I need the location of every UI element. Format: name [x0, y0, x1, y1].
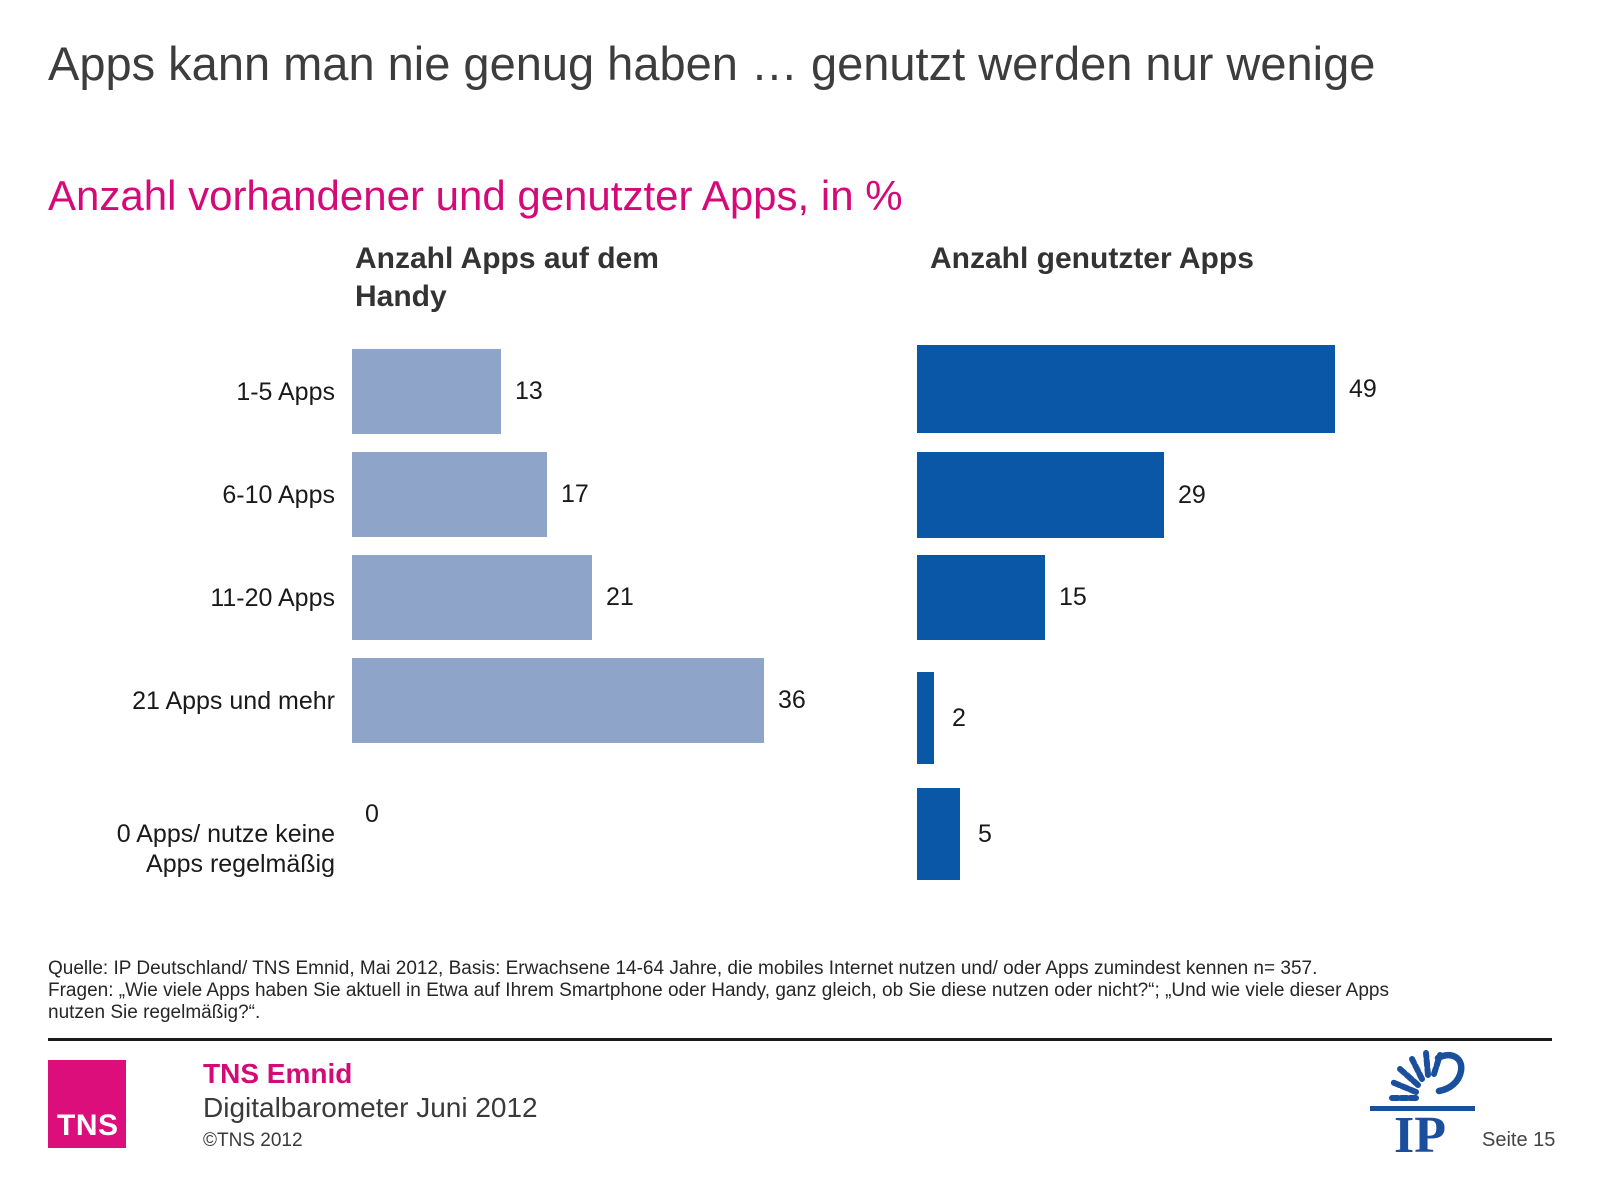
tns-logo-text: TNS	[57, 1109, 119, 1142]
category-label: 11-20 Apps	[210, 583, 335, 612]
value-label-left-2: 21	[606, 583, 634, 611]
bar-left-3	[352, 658, 764, 743]
value-label-left-0: 13	[515, 377, 543, 405]
ip-headdress-icon	[1387, 1050, 1443, 1101]
chart-title: Anzahl vorhandener und genutzter Apps, i…	[48, 172, 903, 219]
footnote-questions-cont: nutzen Sie regelmäßig?“.	[48, 1002, 261, 1023]
value-label-right-0: 49	[1349, 375, 1377, 403]
page-title: Apps kann man nie genug haben … genutzt …	[48, 37, 1376, 90]
footer-brand: TNS Emnid	[203, 1058, 353, 1089]
bar-left-1	[352, 452, 547, 537]
value-label-left-3: 36	[778, 686, 806, 714]
left-chart-header: Anzahl Apps auf dem Handy	[355, 242, 659, 313]
ip-logo-bar	[1370, 1106, 1475, 1111]
bar-right-0	[917, 345, 1335, 433]
page-number: Seite 15	[1482, 1129, 1556, 1151]
footnote-source: Quelle: IP Deutschland/ TNS Emnid, Mai 2…	[48, 958, 1318, 979]
footer-divider	[48, 1038, 1552, 1041]
category-label: 6-10 Apps	[222, 480, 335, 509]
category-label: 21 Apps und mehr	[132, 686, 335, 715]
bar-right-2	[917, 555, 1045, 640]
value-label-right-2: 15	[1059, 583, 1087, 611]
value-label-right-1: 29	[1178, 481, 1206, 509]
bar-left-2	[352, 555, 592, 640]
bar-right-4	[917, 788, 960, 880]
bar-right-1	[917, 452, 1164, 538]
footer-copyright: ©TNS 2012	[203, 1130, 303, 1151]
value-label-left-1: 17	[561, 480, 589, 508]
footnote-questions: Fragen: „Wie viele Apps haben Sie aktuel…	[48, 980, 1389, 1001]
ip-face-icon	[1434, 1052, 1465, 1095]
category-label: 0 Apps/ nutze keine Apps regelmäßig	[116, 820, 335, 878]
bar-left-0	[352, 349, 501, 434]
category-label: 1-5 Apps	[236, 377, 335, 406]
footer-product: Digitalbarometer Juni 2012	[203, 1092, 538, 1123]
bar-right-3	[917, 672, 934, 764]
value-label-left-4: 0	[365, 800, 379, 828]
value-label-right-3: 2	[952, 704, 966, 732]
ip-logo-wordmark: IP	[1394, 1107, 1446, 1160]
tns-logo: TNS	[48, 1060, 126, 1148]
right-chart-header: Anzahl genutzter Apps	[930, 242, 1254, 275]
ip-logo: IP	[1370, 1050, 1475, 1160]
value-label-right-4: 5	[978, 820, 992, 848]
